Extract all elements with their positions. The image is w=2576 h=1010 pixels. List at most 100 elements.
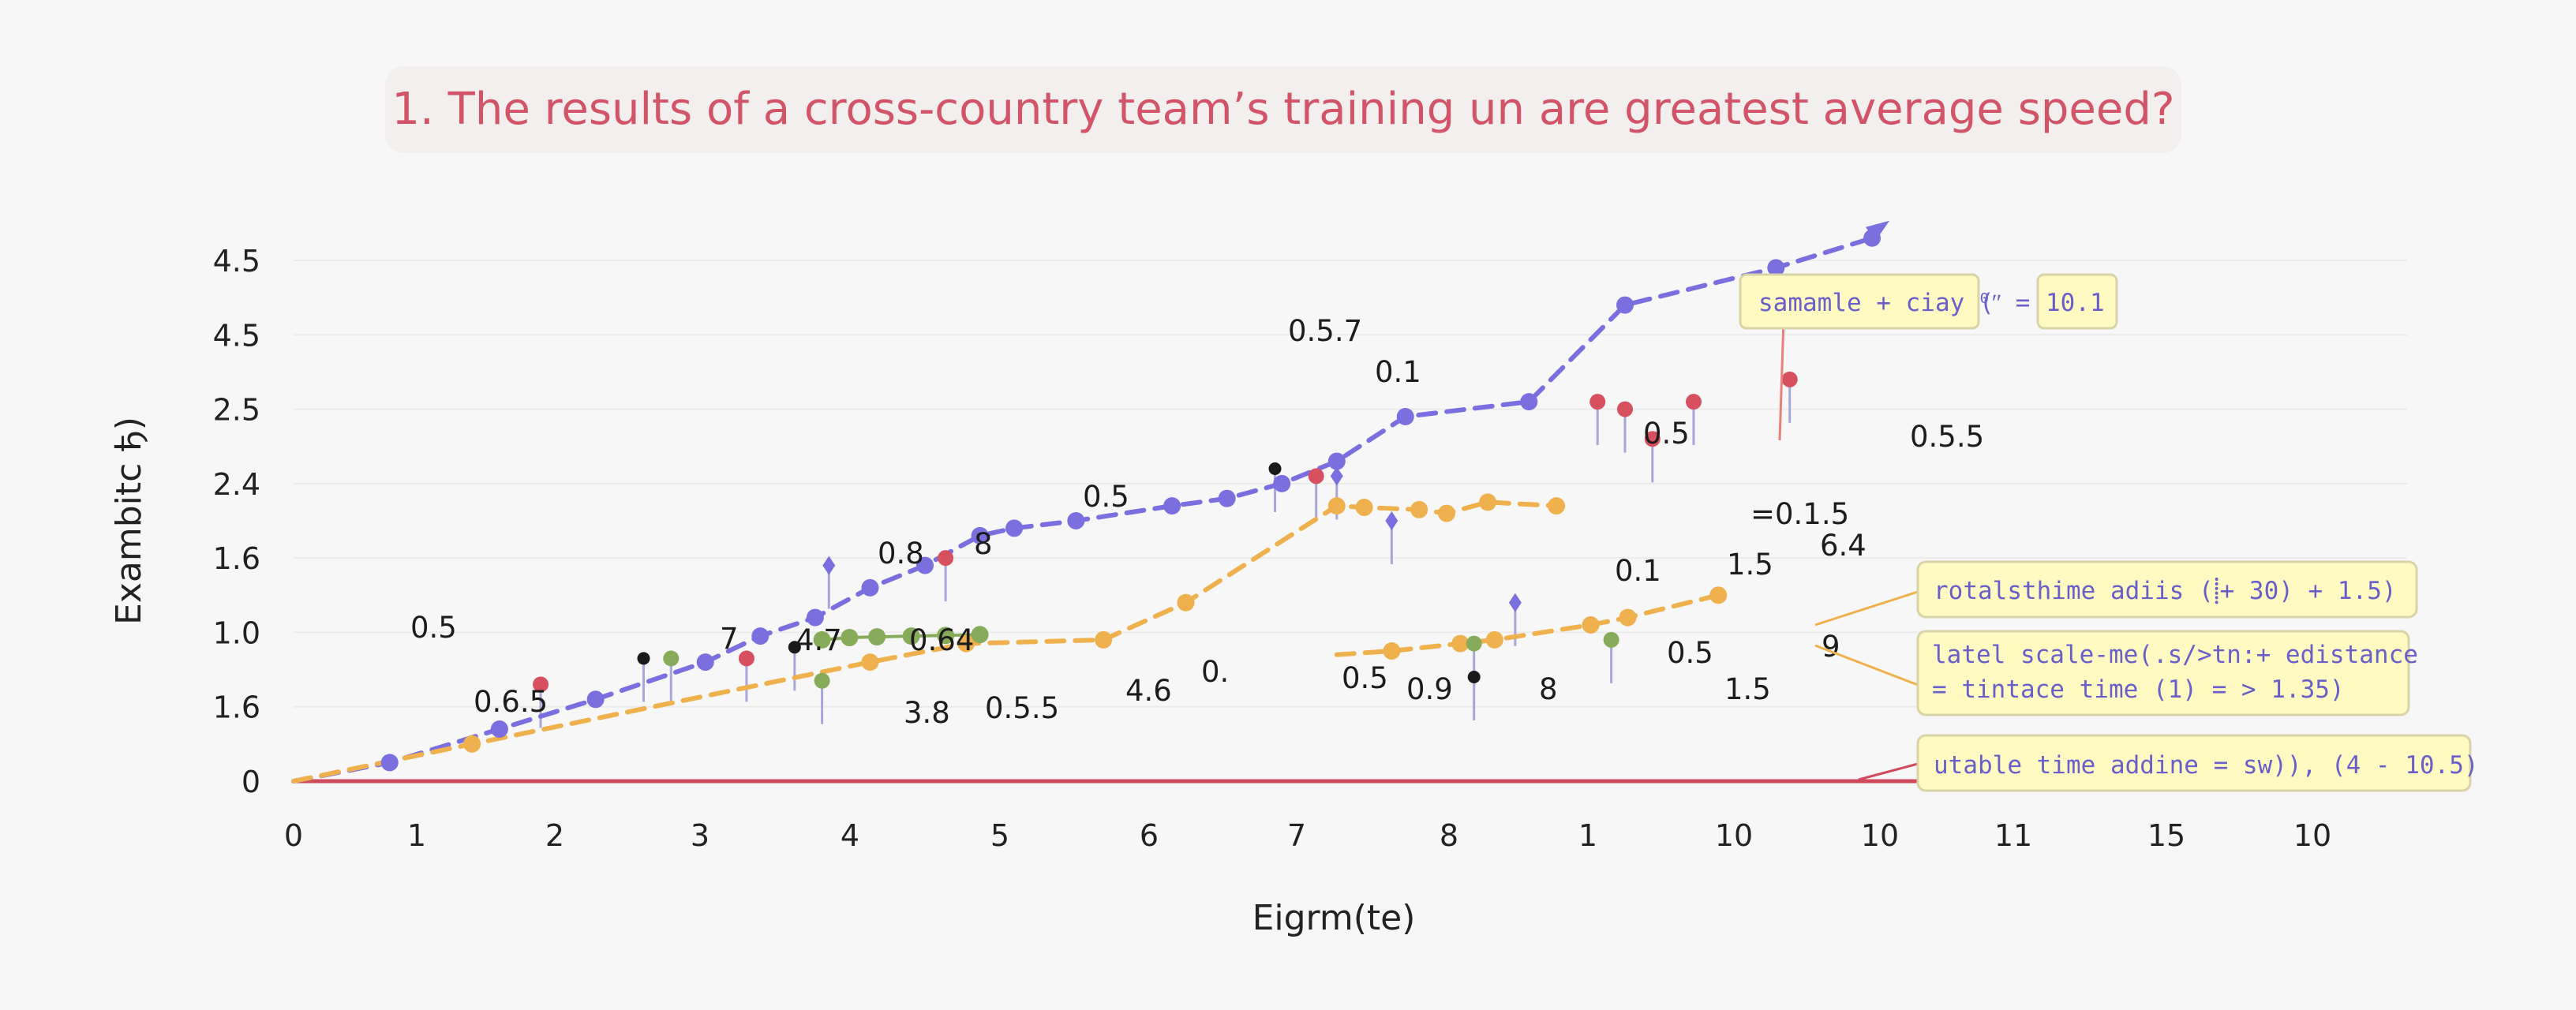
data-label: 0.1 xyxy=(1375,355,1421,389)
point-purple xyxy=(1396,408,1414,425)
data-label: 4.7 xyxy=(796,623,842,657)
point-orange-lower xyxy=(1485,630,1503,649)
x-axis-title: Eigrm(te) xyxy=(1252,898,1416,938)
point-red xyxy=(1781,371,1798,387)
data-label: 0.5 xyxy=(1342,661,1388,695)
data-label: 0.8 xyxy=(878,537,924,570)
point-purple xyxy=(1218,489,1236,507)
point-purple xyxy=(916,556,934,574)
y-axis-ticks: 0 1.6 1.0 1.6 2.4 2.5 4.5 4.5 xyxy=(213,244,260,799)
x-tick-label: 8 xyxy=(1440,818,1458,853)
arrow-head xyxy=(1866,220,1890,241)
data-labels: 0.5 0.6.5 7 4.7 0.64 3.8 0.5.5 0.8 8 0.5 4.6 0. 0.5.… xyxy=(410,314,1984,730)
point-red xyxy=(1617,401,1634,417)
point-green xyxy=(937,627,955,645)
point-purple xyxy=(1520,393,1538,411)
data-label: 8 xyxy=(974,527,993,561)
data-label: 0. xyxy=(1201,655,1229,689)
annotation-4: utable time addine = sw)), (4 - 10.5) xyxy=(1916,734,2479,792)
point-green xyxy=(1603,631,1619,648)
data-label: 0.5 xyxy=(1083,480,1129,514)
y-tick-label: 2.5 xyxy=(213,393,260,428)
annotation-leader xyxy=(1858,762,1919,781)
point-black xyxy=(1467,671,1481,683)
point-red xyxy=(938,550,954,567)
x-axis-ticks: 0 1 2 3 4 5 6 7 8 1 10 10 11 15 10 xyxy=(284,818,2331,853)
point-red xyxy=(738,650,754,667)
point-red xyxy=(1308,468,1324,484)
point-green xyxy=(1466,635,1482,652)
x-tick-label: 10 xyxy=(1861,818,1899,853)
point-diamond xyxy=(822,556,836,575)
annotation-2-text: rotalsthime adiis (⸽+ 30) + 1.5) xyxy=(1934,577,2397,605)
data-label: 6.4 xyxy=(1820,529,1866,563)
point-purple xyxy=(1327,452,1346,470)
data-label: 4.6 xyxy=(1125,674,1172,708)
grid xyxy=(294,260,2407,782)
point-purple xyxy=(971,526,989,544)
point-orange-lower xyxy=(1451,634,1470,653)
point-purple xyxy=(806,608,824,627)
annotation-3-line-1: latel scale-me(.s/>tn:+ edistance xyxy=(1932,641,2418,669)
point-black xyxy=(637,652,650,665)
data-label: 0.5 xyxy=(1667,636,1713,670)
point-purple xyxy=(1067,512,1085,529)
x-tick-label: 11 xyxy=(1994,818,2032,853)
point-black xyxy=(1268,462,1282,475)
point-orange-lower xyxy=(1383,642,1401,660)
point-purple xyxy=(696,653,714,671)
data-label: 0.5 xyxy=(410,611,457,645)
annotation-1-mid: ⁰ʺ = xyxy=(1977,289,2030,317)
data-label: 3.8 xyxy=(904,696,950,730)
x-tick-label: 10 xyxy=(2293,818,2331,853)
annotation-4-text: utable time addine = sw)), (4 - 10.5) xyxy=(1934,751,2479,780)
point-diamond xyxy=(1508,593,1522,612)
data-label: 0.5 xyxy=(1643,417,1690,451)
point-red xyxy=(1644,431,1661,447)
point-purple xyxy=(1767,259,1785,277)
annotation-3: latel scale-me(.s/>tn:+ edistance = tint… xyxy=(1916,630,2418,716)
point-orange xyxy=(957,634,975,653)
annotation-leader xyxy=(1814,644,1919,686)
x-tick-label: 3 xyxy=(691,818,710,853)
x-tick-label: 1 xyxy=(1578,818,1597,853)
point-purple xyxy=(490,720,508,738)
point-purple xyxy=(586,690,605,709)
point-green xyxy=(841,629,859,647)
x-tick-label: 4 xyxy=(841,818,859,853)
x-tick-label: 5 xyxy=(990,818,1009,853)
point-orange xyxy=(861,653,879,671)
point-orange xyxy=(1437,504,1455,522)
point-green xyxy=(663,650,680,667)
point-orange xyxy=(463,735,481,753)
y-tick-label: 4.5 xyxy=(213,244,260,279)
point-black xyxy=(788,641,801,654)
x-tick-label: 7 xyxy=(1287,818,1306,853)
data-points xyxy=(380,220,1890,772)
data-label: 0.6.5 xyxy=(474,685,548,719)
y-tick-label: 1.6 xyxy=(213,690,260,725)
annotation-leader xyxy=(1814,590,1919,627)
data-label: 9 xyxy=(1822,630,1840,664)
annotations: samamle + ciay ( ⁰ʺ = 10.1 rotalsthime a… xyxy=(1739,273,2479,792)
point-red xyxy=(1589,394,1606,410)
point-orange xyxy=(1355,499,1373,517)
point-orange xyxy=(1479,493,1497,511)
data-label: =0.1.5 xyxy=(1750,497,1849,531)
point-green xyxy=(902,627,920,645)
x-tick-label: 15 xyxy=(2147,818,2185,853)
point-orange-lower xyxy=(1582,616,1600,634)
point-purple xyxy=(1005,519,1024,537)
point-purple xyxy=(380,754,399,772)
y-tick-label: 0 xyxy=(242,765,260,799)
point-purple xyxy=(1163,497,1181,515)
data-label: 7 xyxy=(720,622,739,656)
y-tick-label: 1.0 xyxy=(213,615,260,650)
page-title: 1. The results of a cross-country team’s… xyxy=(385,66,2181,153)
data-label: 0.64 xyxy=(909,623,974,657)
point-orange-lower xyxy=(1619,608,1637,627)
annotation-3-line-2: = tintace time (1) = > 1.35) xyxy=(1932,675,2345,704)
point-purple xyxy=(1273,474,1291,492)
annotation-2: rotalsthime adiis (⸽+ 30) + 1.5) xyxy=(1916,560,2418,619)
point-orange xyxy=(1410,500,1428,518)
